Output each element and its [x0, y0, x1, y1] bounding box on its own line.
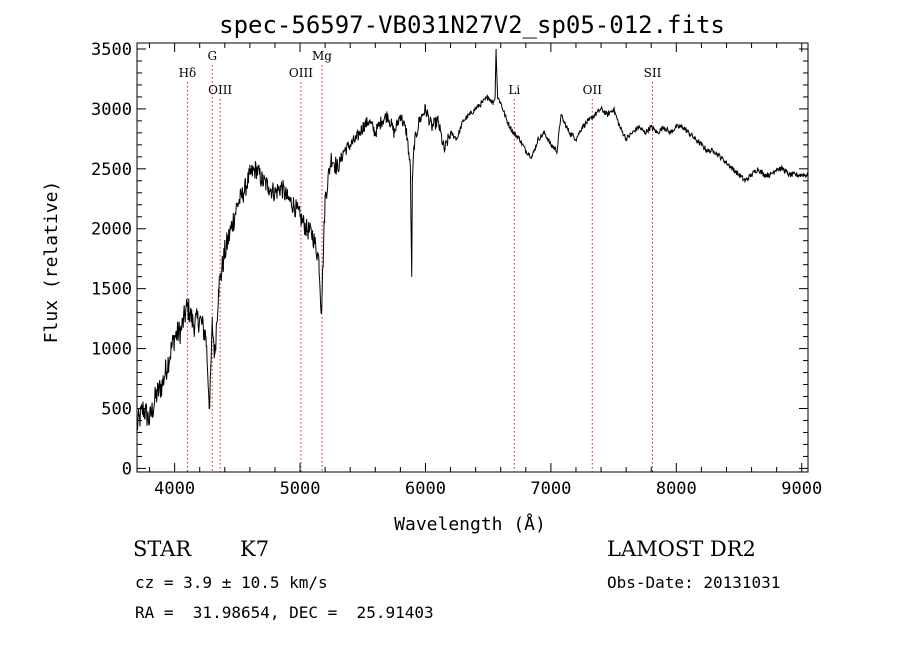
plot-area: 4000 5000 6000 7000 8000 9000 0 500 1000 1500 2000… [91, 40, 822, 499]
observation-date: Obs-Date: 20131031 [607, 573, 781, 592]
object-class: STAR [133, 537, 192, 561]
spectrum-series-line [136, 48, 809, 431]
y-axis-label: Flux (relative) [41, 181, 62, 344]
x-tick-label: 7000 [530, 479, 571, 499]
spectral-line-label: Li [508, 83, 520, 97]
x-tick-label: 5000 [280, 479, 321, 499]
redshift-velocity: cz = 3.9 ± 10.5 km/s [135, 573, 328, 592]
spectral-line-label: G [207, 49, 217, 63]
x-tick-label: 9000 [781, 479, 822, 499]
y-tick-label: 0 [122, 459, 132, 479]
chart-title: spec-56597-VB031N27V2_sp05-012.fits [219, 11, 725, 39]
y-tick-label: 1500 [91, 280, 132, 300]
plot-frame [136, 42, 809, 473]
y-tick-label: 2000 [91, 220, 132, 240]
y-tick-label: 2500 [91, 160, 132, 180]
spectral-line-label: Hδ [179, 66, 197, 80]
ra-dec-coordinates: RA = 31.98654, DEC = 25.91403 [135, 603, 434, 622]
y-tick-label: 3000 [91, 100, 132, 120]
x-tick-label: 8000 [656, 479, 697, 499]
spectral-line-label: OIII [208, 83, 232, 97]
object-subclass: K7 [240, 537, 270, 561]
spectral-line-label: OII [583, 83, 603, 97]
spectral-line-label: SII [644, 66, 662, 80]
y-tick-label: 1000 [91, 340, 132, 360]
y-tick-label: 500 [101, 399, 132, 419]
spectral-line-label: Mg [312, 49, 332, 63]
x-axis-label: Wavelength (Å) [394, 513, 546, 535]
y-tick-label: 3500 [91, 40, 132, 60]
spectral-line-label: OIII [289, 66, 313, 80]
x-tick-label: 6000 [405, 479, 446, 499]
x-tick-label: 4000 [154, 479, 195, 499]
survey-release: LAMOST DR2 [607, 537, 756, 561]
